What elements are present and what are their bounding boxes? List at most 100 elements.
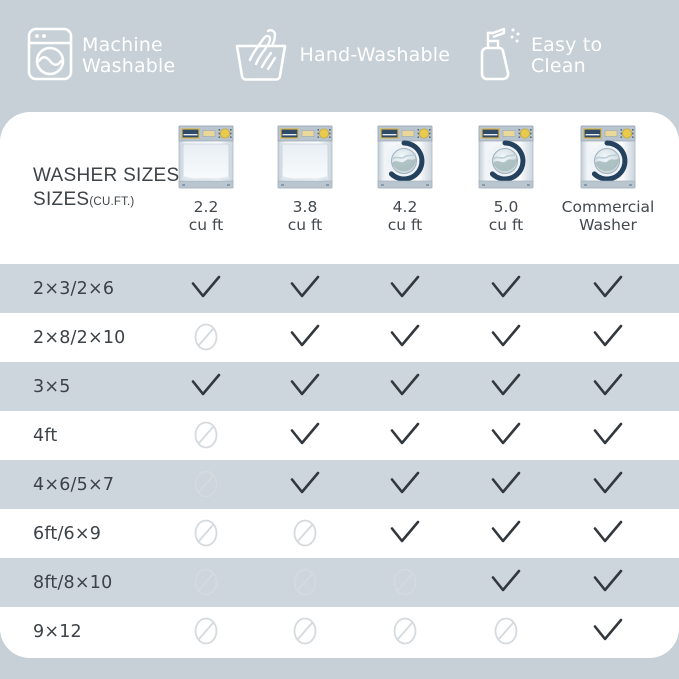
table-row: 8ft/8×10 — [0, 558, 679, 607]
cell-2-2 — [285, 317, 325, 357]
check-icon — [290, 471, 320, 494]
cell-2-3 — [385, 317, 425, 357]
not-allowed-icon — [194, 568, 218, 596]
column-header-label: 5.0 cu ft — [488, 198, 524, 234]
check-icon — [491, 422, 521, 445]
cell-1-3 — [385, 268, 425, 308]
cell-1-5 — [588, 268, 628, 308]
cell-7-3 — [385, 562, 425, 602]
table-row: 2×3/2×6 — [0, 264, 679, 313]
check-icon — [290, 275, 320, 298]
column-header-label: 2.2 cu ft — [188, 198, 224, 234]
check-icon — [491, 569, 521, 592]
front-load-washer-icon — [580, 125, 636, 189]
column-header-5: Commercial Washer — [553, 118, 663, 235]
not-allowed-icon — [393, 568, 417, 596]
top-load-washer-icon — [178, 125, 234, 189]
hand-wash-basin-icon — [230, 26, 292, 87]
spray-bottle-icon — [473, 24, 523, 89]
column-header-3: 4.2 cu ft — [350, 118, 460, 235]
top-load-washer-icon — [277, 125, 333, 189]
column-header-label: 4.2 cu ft — [387, 198, 423, 234]
check-icon — [593, 275, 623, 298]
column-header-4: 5.0 cu ft — [451, 118, 561, 235]
feature-easy-to-clean: Easy to Clean — [473, 24, 663, 89]
not-allowed-icon — [194, 470, 218, 498]
front-load-washer-icon — [478, 125, 534, 189]
check-icon — [593, 324, 623, 347]
cell-7-5 — [588, 562, 628, 602]
cell-1-2 — [285, 268, 325, 308]
not-allowed-icon — [194, 323, 218, 351]
not-allowed-icon — [293, 617, 317, 645]
check-icon — [593, 373, 623, 396]
cell-1-4 — [486, 268, 526, 308]
check-icon — [593, 520, 623, 543]
not-allowed-icon — [194, 421, 218, 449]
not-allowed-icon — [494, 617, 518, 645]
cell-3-3 — [385, 366, 425, 406]
feature-easy-to-clean-label: Easy to Clean — [530, 33, 603, 77]
cell-6-3 — [385, 513, 425, 553]
row-label: 2×3/2×6 — [33, 278, 115, 299]
row-label: 4ft — [33, 425, 58, 446]
cell-7-4 — [486, 562, 526, 602]
feature-machine-washable: Machine Washable — [26, 26, 226, 87]
row-label: 3×5 — [33, 376, 71, 397]
row-label: 6ft/6×9 — [33, 523, 102, 544]
feature-banner: Machine Washable Hand-Washable — [0, 0, 679, 112]
cell-6-5 — [588, 513, 628, 553]
cell-4-1 — [186, 415, 226, 455]
cell-8-1 — [186, 611, 226, 651]
check-icon — [593, 569, 623, 592]
cell-5-3 — [385, 464, 425, 504]
check-icon — [390, 324, 420, 347]
row-label: 8ft/8×10 — [33, 572, 113, 593]
feature-hand-washable-label: Hand-Washable — [299, 44, 451, 67]
cell-7-1 — [186, 562, 226, 602]
check-icon — [191, 373, 221, 396]
table-row: 3×5 — [0, 362, 679, 411]
check-icon — [290, 373, 320, 396]
cell-3-4 — [486, 366, 526, 406]
check-icon — [290, 422, 320, 445]
page-title-unit: (CU.FT.) — [89, 196, 135, 209]
washer-size-compatibility-card: WASHER SIZES SIZES(CU.FT.) 2. — [0, 112, 679, 658]
cell-4-5 — [588, 415, 628, 455]
cell-2-5 — [588, 317, 628, 357]
check-icon — [491, 324, 521, 347]
table-row: 9×12 — [0, 607, 679, 656]
table-row: 4ft — [0, 411, 679, 460]
cell-8-3 — [385, 611, 425, 651]
cell-2-4 — [486, 317, 526, 357]
row-label: 9×12 — [33, 621, 82, 642]
check-icon — [491, 471, 521, 494]
column-header-1: 2.2 cu ft — [151, 118, 261, 235]
row-label: 4×6/5×7 — [33, 474, 115, 495]
cell-4-4 — [486, 415, 526, 455]
washing-machine-icon — [26, 26, 74, 87]
table-row: 4×6/5×7 — [0, 460, 679, 509]
cell-8-4 — [486, 611, 526, 651]
check-icon — [390, 275, 420, 298]
not-allowed-icon — [194, 519, 218, 547]
page-title-sizes: SIZES — [33, 189, 90, 211]
cell-5-1 — [186, 464, 226, 504]
column-header-label: 3.8 cu ft — [287, 198, 323, 234]
check-icon — [390, 471, 420, 494]
cell-3-2 — [285, 366, 325, 406]
not-allowed-icon — [293, 519, 317, 547]
check-icon — [390, 422, 420, 445]
column-header-label: Commercial Washer — [561, 198, 655, 234]
check-icon — [593, 471, 623, 494]
column-header-2: 3.8 cu ft — [250, 118, 360, 235]
cell-6-1 — [186, 513, 226, 553]
cell-4-2 — [285, 415, 325, 455]
check-icon — [390, 520, 420, 543]
check-icon — [593, 422, 623, 445]
not-allowed-icon — [293, 568, 317, 596]
cell-6-4 — [486, 513, 526, 553]
cell-1-1 — [186, 268, 226, 308]
front-load-washer-icon — [377, 125, 433, 189]
feature-machine-washable-label: Machine Washable — [82, 33, 176, 77]
